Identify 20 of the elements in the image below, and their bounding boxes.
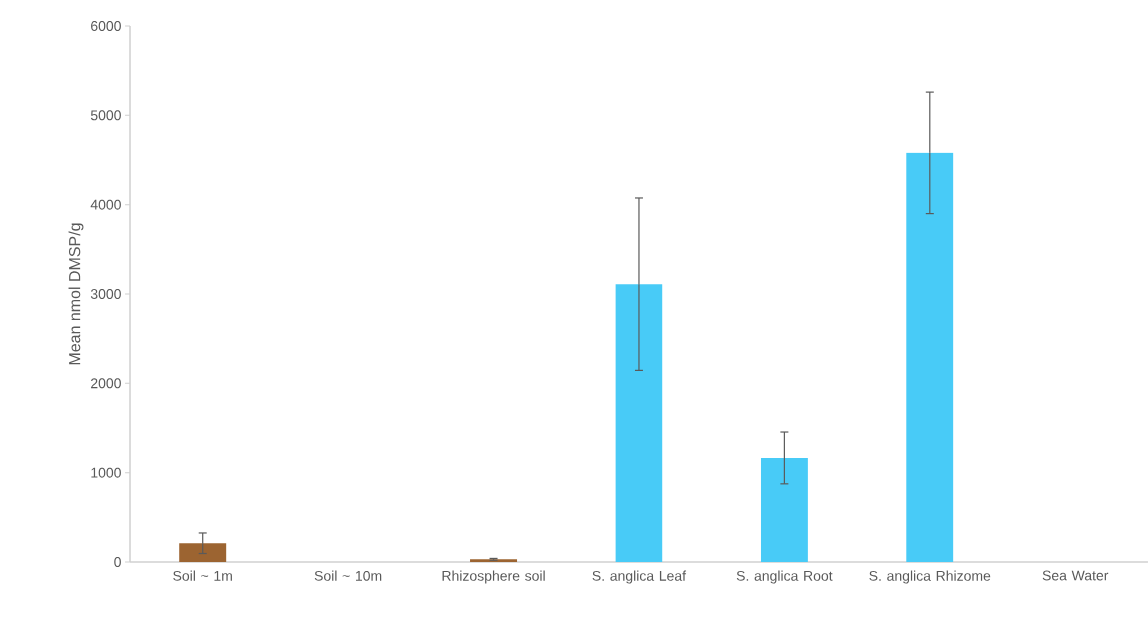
y-tick-label: 3000: [90, 289, 121, 299]
bar: [470, 559, 518, 562]
x-tick-label: Soil ~ 10m: [314, 570, 382, 581]
x-tick-label: S. anglica Root: [736, 570, 833, 584]
y-axis-title: Mean nmol DMSP/g: [68, 223, 84, 365]
y-tick-label: 5000: [90, 110, 121, 121]
bar: [760, 457, 808, 562]
y-tick-label: 2000: [91, 378, 121, 389]
x-tick-label: Rhizosphere soil: [442, 570, 545, 584]
x-tick-label: Sea Water: [1042, 570, 1109, 581]
y-tick-label: 1000: [91, 467, 121, 478]
y-tick-label: 6000: [91, 21, 121, 31]
y-tick-label: 0: [114, 557, 121, 567]
x-tick-label: S. anglica Leaf: [592, 570, 687, 584]
y-tick-label: 4000: [90, 199, 121, 210]
bar: [179, 543, 227, 562]
bar: [615, 284, 663, 562]
bar: [906, 152, 954, 562]
x-tick-label: Soil ~ 1m: [173, 570, 232, 581]
x-tick-label: S. anglica Rhizome: [869, 570, 991, 584]
